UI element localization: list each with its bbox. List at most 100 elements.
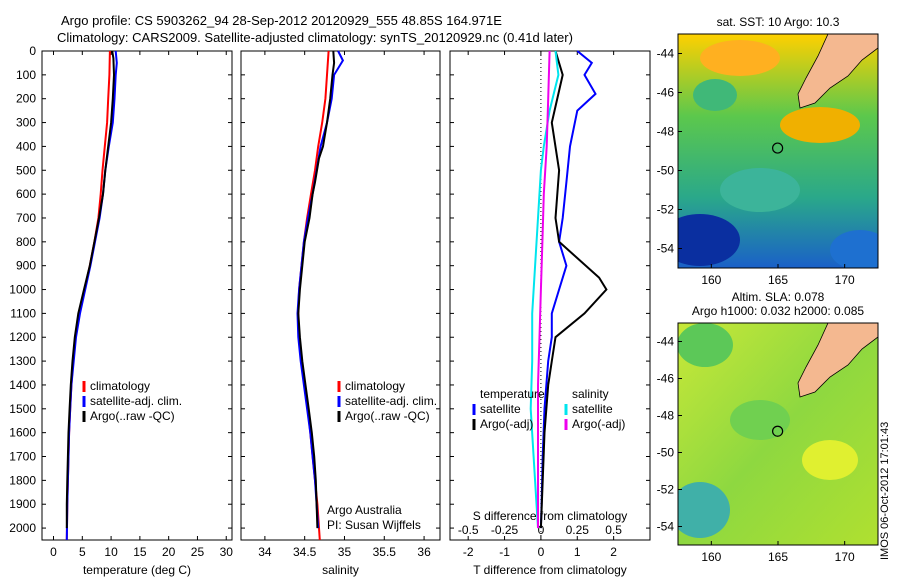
sst-land-new-zealand	[797, 34, 878, 109]
difference-xtick-label: -2	[463, 545, 474, 559]
difference-xlabel: T difference from climatology	[473, 563, 627, 577]
temperature-xlabel: temperature (deg C)	[83, 563, 191, 577]
temperature-ytick-label: 300	[16, 116, 36, 130]
sla-green-patch	[678, 323, 733, 367]
temperature-xtick-label: 30	[220, 545, 234, 559]
sst-teal-patch	[693, 79, 737, 111]
map-sst-xtick-label: 165	[768, 273, 788, 287]
difference-series-2-line	[529, 50, 560, 529]
difference-legend-group-title-1: salinity	[572, 387, 609, 401]
temperature-legend-entry-0: climatology	[90, 379, 150, 393]
temperature-ytick-label: 900	[16, 259, 36, 273]
map-sla-ytick-label: -50	[657, 446, 675, 460]
difference-series-0-line	[539, 50, 597, 529]
difference-xtick-label: -1	[499, 545, 510, 559]
difference-legend-entry-1-1: Argo(-adj)	[572, 417, 625, 431]
sst-map	[677, 33, 879, 269]
temperature-ytick-label: 700	[16, 211, 36, 225]
difference-xtick-label: 0	[538, 545, 545, 559]
salinity-xlabel: salinity	[322, 563, 359, 577]
sst-warm-patch	[700, 40, 780, 76]
map-sla-ytick-label: -54	[657, 520, 675, 534]
temperature-xtick-label: 5	[79, 545, 86, 559]
difference-series-1-line	[539, 50, 608, 529]
sst-warm-patch-east	[780, 107, 860, 143]
difference-legend-group-title-0: temperature	[480, 387, 545, 401]
temperature-ytick-label: 1400	[9, 378, 36, 392]
salinity-series-2-line	[297, 50, 336, 529]
map-sla-profile-marker	[772, 425, 784, 437]
map-sla-subtitle: Argo h1000: 0.032 h2000: 0.085	[692, 304, 864, 318]
difference-xtick-label: 2	[610, 545, 617, 559]
salinity-annotation-1: PI: Susan Wijffels	[327, 518, 421, 532]
temperature-ytick-label: 800	[16, 235, 36, 249]
difference-x2tick-label: 0.25	[566, 523, 590, 537]
temperature-ytick-label: 500	[16, 163, 36, 177]
temperature-ytick-label: 200	[16, 92, 36, 106]
temperature-xtick-label: 20	[162, 545, 176, 559]
temperature-legend-entry-1: satellite-adj. clim.	[90, 394, 182, 408]
salinity-axes-frame	[240, 50, 441, 541]
temperature-ytick-label: 600	[16, 187, 36, 201]
map-sst-xtick-label: 170	[835, 273, 855, 287]
difference-x2tick-label: 0.5	[605, 523, 622, 537]
temperature-ytick-label: 1100	[10, 306, 36, 320]
temperature-legend-entry-2: Argo(..raw -QC)	[90, 409, 175, 423]
temperature-ytick-label: 1800	[9, 473, 36, 487]
temperature-ytick-label: 2000	[9, 521, 36, 535]
salinity-annotation-0: Argo Australia	[327, 503, 402, 517]
map-sst-ytick-label: -44	[657, 47, 675, 61]
salinity-xtick-label: 35.5	[373, 545, 397, 559]
sst-cold-patch	[678, 214, 740, 266]
difference-series-3-line	[537, 50, 551, 529]
temperature-series-2-line	[65, 50, 116, 529]
map-sla-ytick-label: -46	[657, 372, 675, 386]
sst-cold-patch-east	[830, 230, 878, 268]
difference-legend-entry-1-0: satellite	[572, 402, 613, 416]
temperature-ytick-label: 1200	[9, 330, 36, 344]
map-sst-ytick-label: -50	[657, 164, 675, 178]
salinity-legend-entry-1: satellite-adj. clim.	[345, 394, 437, 408]
figure-title-line1: Argo profile: CS 5903262_94 28-Sep-2012 …	[61, 13, 502, 28]
temperature-ytick-label: 1500	[9, 402, 36, 416]
difference-x2tick-label: -0.5	[458, 523, 479, 537]
temperature-ytick-label: 1600	[9, 426, 36, 440]
sla-cyan-patch	[678, 482, 730, 538]
salinity-xtick-label: 36	[417, 545, 431, 559]
sla-green-patch-mid	[730, 400, 790, 440]
map-sla-ytick-label: -44	[657, 335, 675, 349]
temperature-ytick-label: 1900	[9, 497, 36, 511]
map-sla-ytick-label: -52	[657, 483, 675, 497]
map-sla-xtick-label: 160	[701, 550, 721, 564]
map-sst-ytick-label: -52	[657, 203, 675, 217]
temperature-xtick-label: 15	[133, 545, 147, 559]
salinity-legend-entry-2: Argo(..raw -QC)	[345, 409, 430, 423]
temperature-ytick-label: 1000	[9, 283, 36, 297]
map-sla-xtick-label: 170	[835, 550, 855, 564]
difference-legend-entry-0-0: satellite	[480, 402, 521, 416]
map-sst-title: sat. SST: 10 Argo: 10.3	[717, 15, 840, 29]
difference-x2tick-label: 0	[538, 523, 545, 537]
figure-title-line2: Climatology: CARS2009. Satellite-adjuste…	[57, 30, 573, 45]
difference-axes-frame	[449, 50, 651, 541]
temperature-ytick-label: 0	[29, 44, 36, 58]
salinity-xtick-label: 35	[338, 545, 352, 559]
sst-teal-patch-south	[720, 168, 800, 212]
salinity-xtick-label: 34	[258, 545, 272, 559]
difference-x2tick-label: -0.25	[491, 523, 519, 537]
temperature-ytick-label: 400	[16, 139, 36, 153]
imos-timestamp: IMOS 06-Oct-2012 17:01:43	[879, 421, 891, 560]
difference-x2label: S difference from climatology	[473, 509, 628, 523]
temperature-xtick-label: 10	[104, 545, 118, 559]
temperature-xtick-label: 25	[191, 545, 205, 559]
difference-xtick-label: 1	[574, 545, 581, 559]
temperature-ytick-label: 100	[16, 68, 36, 82]
sla-yellow-patch	[802, 440, 858, 480]
map-sst-xtick-label: 160	[701, 273, 721, 287]
salinity-legend-entry-0: climatology	[345, 379, 405, 393]
temperature-ytick-label: 1300	[9, 354, 36, 368]
map-sst-ytick-label: -54	[657, 242, 675, 256]
temperature-ytick-label: 1700	[9, 450, 36, 464]
